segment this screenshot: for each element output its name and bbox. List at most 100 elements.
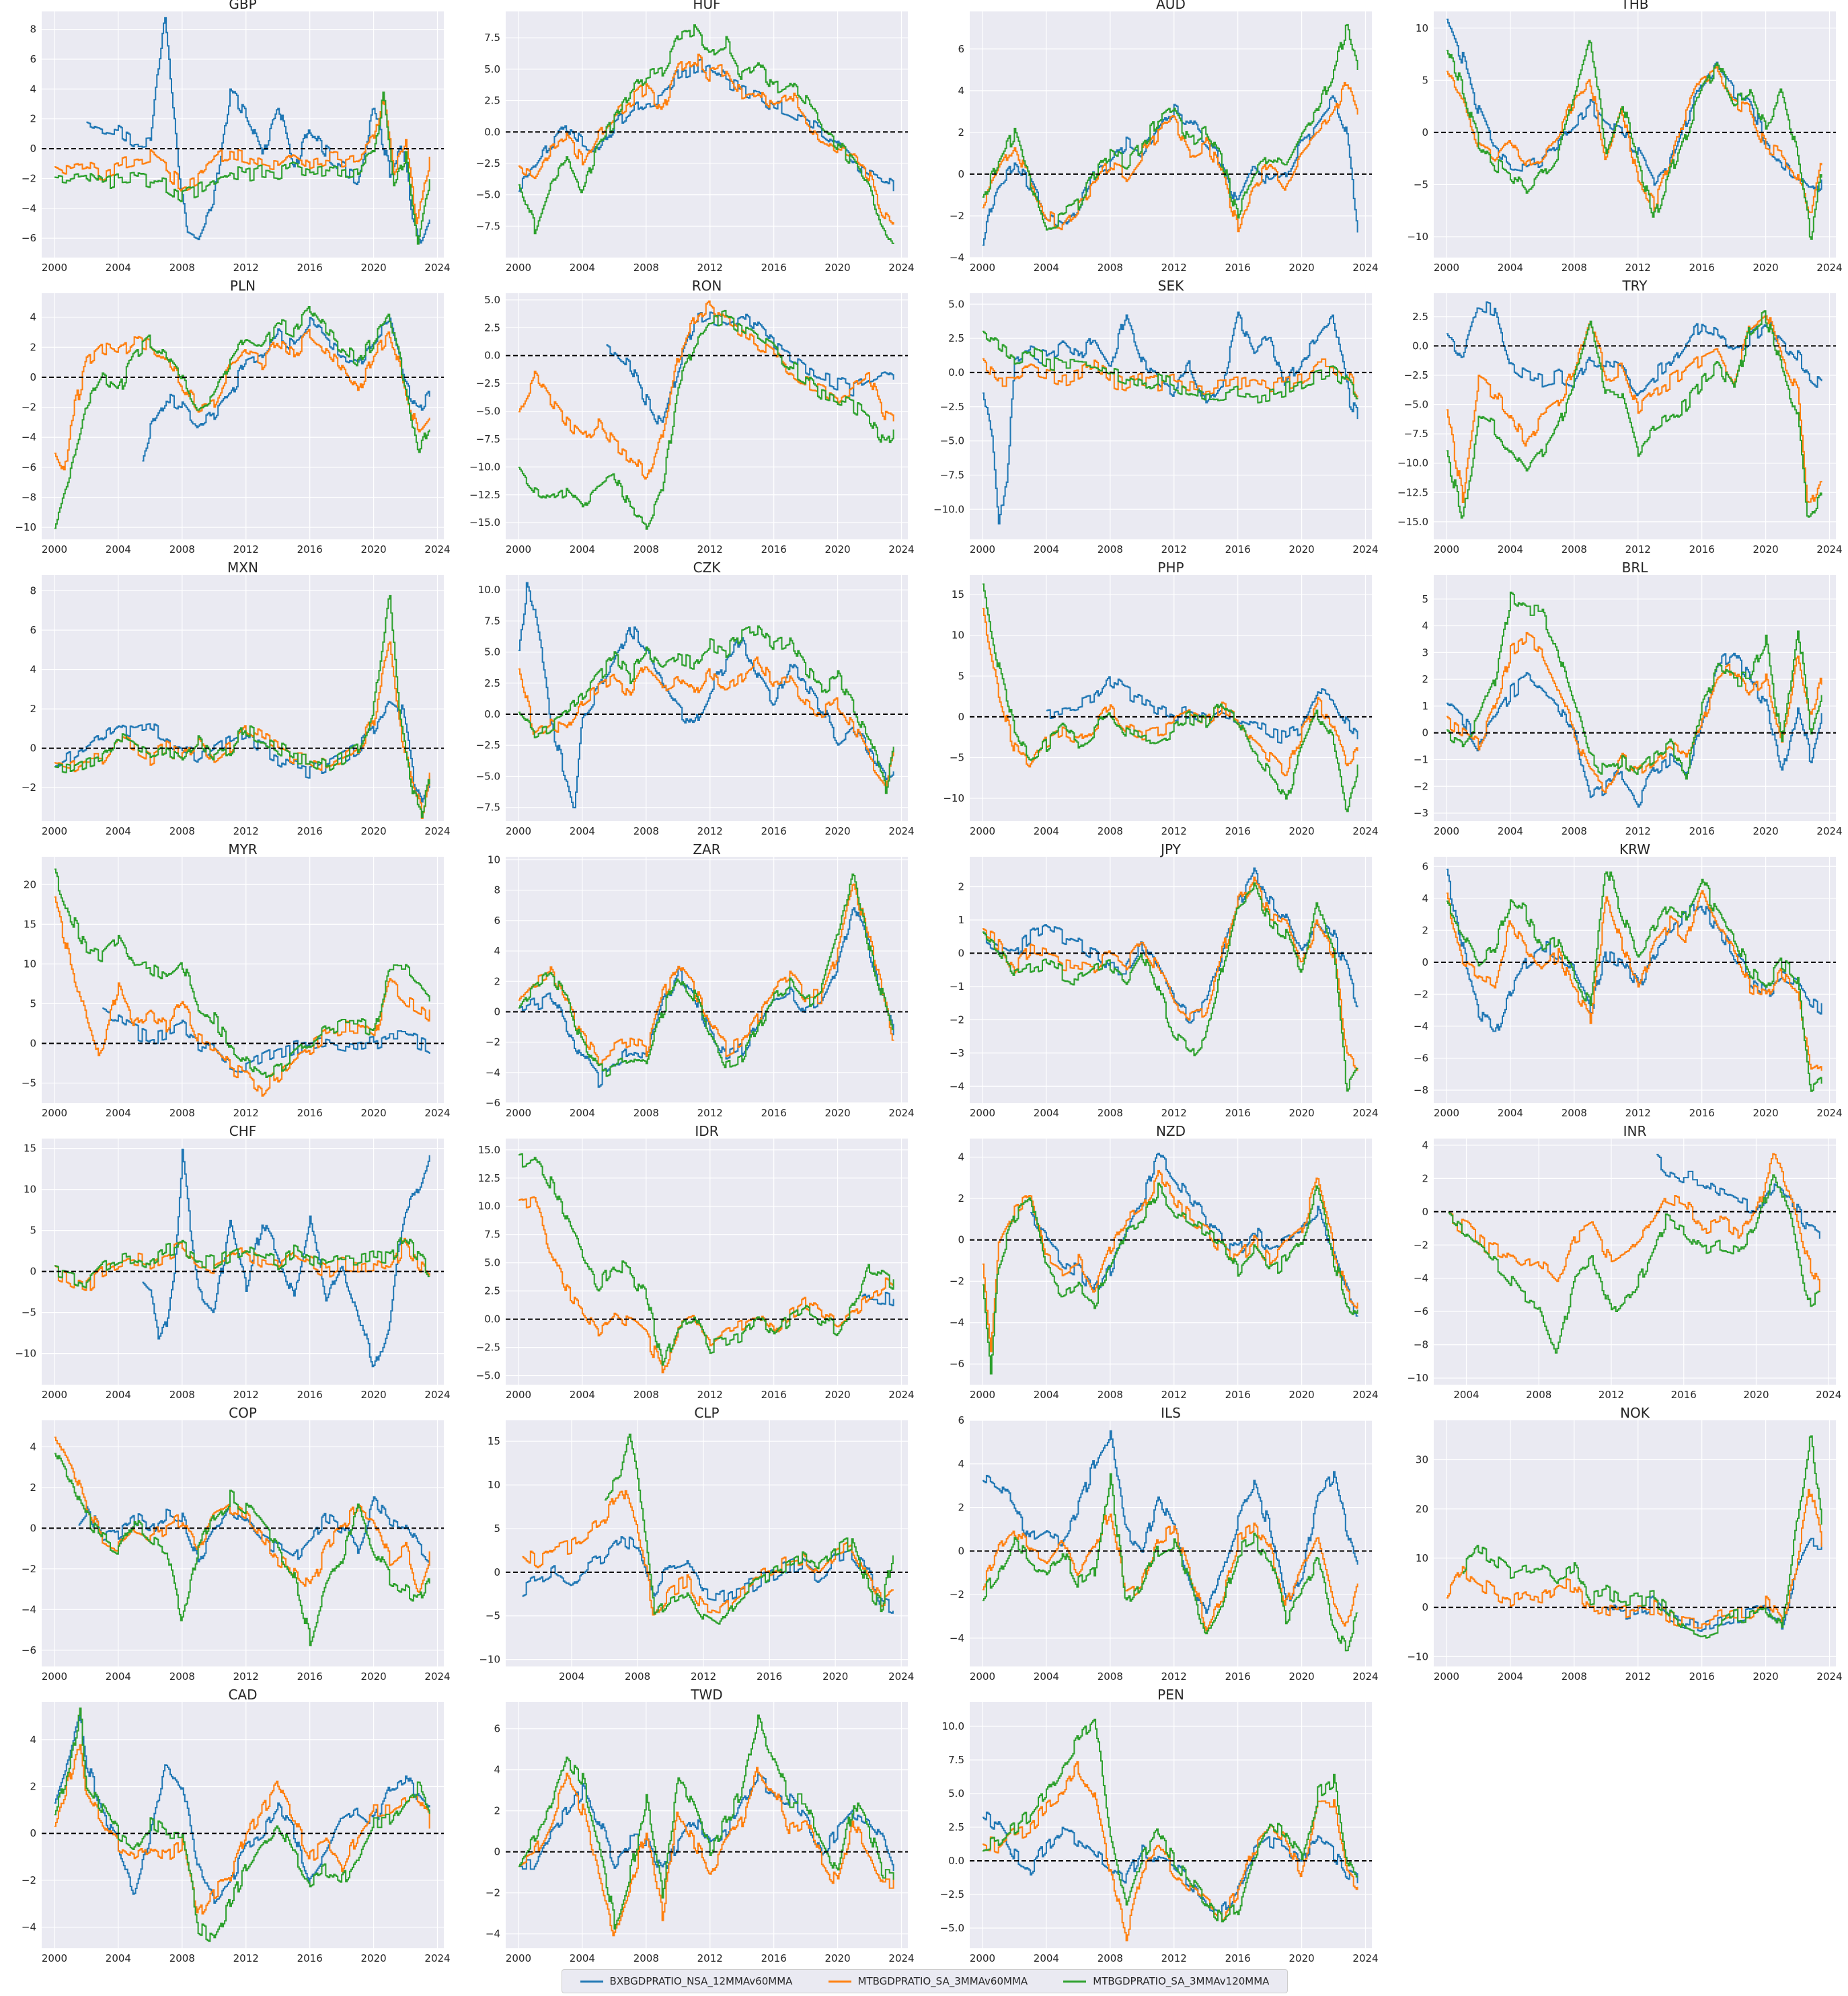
subplot-zar: −6 −4 −2 0 2 4 6 8 10 2000 2004 2008 2012 2016 2020 202… [486, 841, 915, 1119]
y-tick-label: 2 [1422, 1172, 1428, 1184]
y-tick-label: −5.0 [476, 1370, 500, 1382]
plot-area [42, 857, 444, 1103]
plot-area [1434, 1420, 1836, 1666]
y-tick-label: −10 [1407, 1372, 1428, 1384]
x-tick-label: 2004 [106, 1671, 131, 1683]
y-tick-label: 0 [494, 1566, 500, 1578]
y-tick-label: −10 [15, 1348, 36, 1360]
x-tick-label: 2012 [697, 825, 723, 837]
y-tick-label: −2 [950, 1275, 964, 1287]
x-tick-label: 2008 [1098, 1671, 1123, 1683]
x-tick-label: 2016 [757, 1671, 782, 1683]
y-tick-label: −4 [950, 252, 964, 264]
y-tick-label: −4 [950, 1317, 964, 1329]
x-tick-label: 2012 [1161, 1671, 1187, 1683]
x-tick-label: 2020 [1753, 1671, 1778, 1683]
y-tick-label: 0 [30, 371, 36, 383]
subplot-title: TRY [1621, 278, 1648, 294]
subplot-title: CLP [694, 1405, 719, 1421]
x-tick-label: 2016 [297, 825, 323, 837]
subplot-myr: −5 0 5 10 15 20 2000 2004 2008 2012 2016 2020 2024 MY… [22, 841, 451, 1119]
x-tick-label: 2016 [1689, 543, 1715, 555]
x-tick-label: 2024 [888, 1389, 914, 1401]
subplot-title: BRL [1622, 560, 1649, 576]
y-tick-label: −7.5 [476, 433, 500, 445]
y-tick-label: −10.0 [469, 461, 500, 473]
y-tick-label: 6 [494, 915, 500, 927]
series-group [1434, 301, 1836, 519]
legend-entry: BXBGDPRATIO_NSA_12MMAv60MMA [580, 1975, 792, 1987]
x-tick-label: 2024 [424, 1107, 450, 1119]
x-tick-label: 2004 [1034, 1107, 1059, 1119]
subplot-thb: −10 −5 0 5 10 2000 2004 2008 2012 2016 2020 2024 THB [1407, 0, 1842, 274]
y-tick-label: 10 [952, 629, 964, 642]
x-tick-label: 2008 [169, 262, 195, 274]
x-tick-label: 2000 [506, 1107, 531, 1119]
subplot-title: ZAR [693, 841, 720, 857]
x-tick-label: 2008 [1562, 1671, 1587, 1683]
series-line-2 [983, 1169, 1358, 1352]
y-tick-label: −5.0 [940, 1922, 964, 1934]
x-tick-label: 2008 [169, 543, 195, 555]
subplot-clp: −10 −5 0 5 10 15 2004 2008 2012 2016 2020 2024 CLP [479, 1405, 914, 1683]
series-line-2 [983, 81, 1358, 233]
plot-area [506, 1702, 908, 1948]
y-tick-label: −2.5 [940, 1888, 964, 1901]
y-tick-label: 10 [488, 854, 500, 866]
series-line-3 [518, 1714, 894, 1930]
x-tick-label: 2000 [1434, 262, 1459, 274]
series-group [506, 24, 908, 244]
x-tick-label: 2020 [360, 1671, 386, 1683]
plot-area [42, 293, 444, 539]
series-line-3 [54, 868, 430, 1078]
y-tick-label: −4 [1414, 1020, 1428, 1032]
plot-area [1434, 11, 1836, 258]
x-tick-label: 2008 [1562, 1107, 1587, 1119]
x-tick-label: 2000 [42, 1389, 67, 1401]
plot-area [42, 1139, 444, 1385]
plot-area [42, 1702, 444, 1948]
x-tick-label: 2016 [1689, 1671, 1715, 1683]
x-tick-label: 2008 [625, 1671, 650, 1683]
series-group [506, 1714, 908, 1937]
x-tick-label: 2024 [424, 1389, 450, 1401]
series-group [506, 1433, 908, 1625]
plot-area [1434, 857, 1836, 1103]
x-tick-label: 2004 [106, 825, 131, 837]
x-tick-label: 2016 [297, 1671, 323, 1683]
y-tick-label: −5 [22, 1077, 36, 1089]
y-tick-label: −6 [1414, 1305, 1428, 1317]
x-tick-label: 2024 [1352, 1389, 1378, 1401]
series-group [1434, 868, 1836, 1092]
x-tick-label: 2004 [106, 1107, 131, 1119]
y-tick-label: 2 [30, 1482, 36, 1494]
y-tick-label: 1 [958, 914, 964, 926]
x-tick-label: 2024 [424, 825, 450, 837]
series-line-2 [54, 1744, 430, 1915]
x-tick-label: 2020 [1288, 262, 1314, 274]
y-tick-label: −5.0 [476, 189, 500, 201]
x-tick-label: 2020 [1288, 825, 1314, 837]
subplot-nok: −10 0 10 20 30 2000 2004 2008 2012 2016 2020 2024 NO… [1407, 1405, 1842, 1683]
y-tick-label: 2.5 [948, 1821, 964, 1833]
x-tick-label: 2016 [761, 1389, 787, 1401]
subplot-gbp: −6 −4 −2 0 2 4 6 8 2000 2004 2008 2012 2016 2020 2024 G… [22, 0, 451, 274]
y-tick-label: −10 [479, 1654, 500, 1666]
x-tick-label: 2004 [1034, 825, 1059, 837]
series-line-2 [518, 1767, 894, 1937]
y-tick-label: 0.0 [948, 367, 964, 379]
y-tick-label: 4 [958, 1151, 964, 1163]
x-tick-label: 2024 [1352, 1107, 1378, 1119]
y-tick-label: −5.0 [476, 770, 500, 782]
y-tick-label: −2 [1414, 780, 1428, 792]
x-tick-label: 2020 [1753, 543, 1778, 555]
x-tick-label: 2008 [169, 1671, 195, 1683]
x-tick-label: 2016 [297, 1107, 323, 1119]
y-tick-label: 2 [1422, 924, 1428, 936]
x-tick-label: 2000 [1434, 543, 1459, 555]
y-tick-label: 20 [1416, 1503, 1428, 1515]
x-tick-label: 2008 [1526, 1389, 1551, 1401]
y-tick-label: −2.5 [476, 1342, 500, 1354]
series-line-1 [142, 1149, 430, 1368]
